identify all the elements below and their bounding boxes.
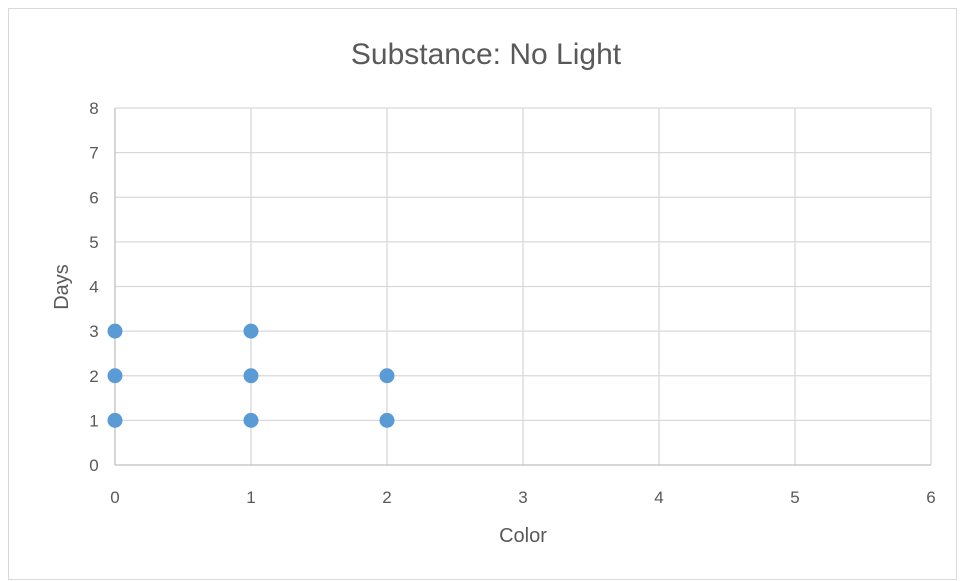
y-tick-label: 8 [89,99,98,118]
gridlines [115,107,932,465]
x-tick-label: 3 [518,488,527,507]
data-point [243,368,259,384]
data-point [243,323,259,339]
x-tick-label: 5 [790,488,799,507]
y-tick-label: 3 [89,322,98,341]
data-point [243,412,259,428]
x-tick-label: 1 [246,488,255,507]
x-axis-title: Color [499,525,547,547]
data-point [379,368,395,384]
x-tick-label: 6 [926,488,935,507]
tick-labels: 0 1 2 3 4 5 6 7 8 0 1 2 3 4 5 6 [89,99,935,507]
data-point [107,323,123,339]
y-tick-label: 7 [89,144,98,163]
y-tick-label: 1 [89,411,98,430]
y-axis-title: Days [51,264,73,310]
y-tick-label: 4 [89,278,98,297]
y-tick-label: 2 [89,367,98,386]
data-points [107,323,395,428]
data-point [107,412,123,428]
data-point [379,412,395,428]
y-tick-label: 5 [89,233,98,252]
chart-frame [8,8,957,580]
x-tick-label: 2 [382,488,391,507]
axes [114,108,931,466]
y-tick-label: 6 [89,188,98,207]
x-tick-label: 0 [110,488,119,507]
chart-title: Substance: No Light [351,38,622,71]
data-point [107,368,123,384]
x-tick-label: 4 [654,488,663,507]
y-tick-label: 0 [89,456,98,475]
